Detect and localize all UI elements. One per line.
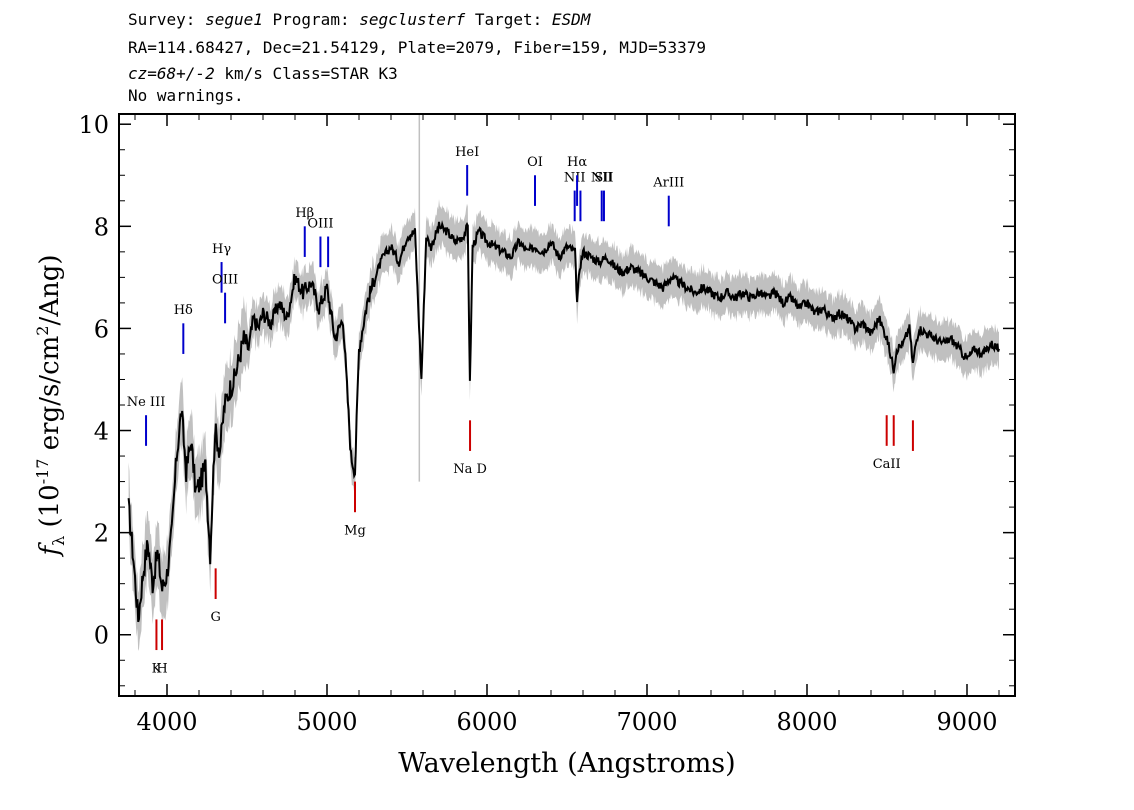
x-tick-label: 6000: [456, 708, 517, 736]
x-tick-label: 5000: [296, 708, 357, 736]
y-label-c: /Ang): [35, 254, 65, 325]
line-marker-label: Hα: [567, 155, 587, 170]
line-marker-label: Hγ: [212, 242, 231, 257]
y-tick-label: 8: [94, 213, 109, 241]
y-label-b: erg/s/cm: [35, 336, 65, 459]
line-marker-label: G: [210, 610, 220, 625]
header-line-1: Survey: segue1 Program: segclusterf Targ…: [128, 11, 590, 29]
x-tick-label: 9000: [936, 708, 997, 736]
flux-line: [127, 220, 1000, 623]
y-tick-label: 10: [78, 111, 109, 139]
plot-frame: [118, 113, 1016, 697]
y-axis-label: fλ (10-17 erg/s/cm2/Ang): [33, 254, 68, 557]
line-marker-label: NII: [564, 170, 586, 185]
line-marker-label: Mg: [344, 523, 366, 538]
x-tick-label: 7000: [616, 708, 677, 736]
y-tick-label: 0: [94, 622, 109, 650]
line-marker-label: OIII: [307, 216, 333, 231]
survey-value: segue1: [205, 10, 263, 29]
x-tick-label: 4000: [136, 708, 197, 736]
error-band-area: [128, 199, 1000, 651]
target-label: Target:: [474, 10, 543, 29]
y-label-exp: -17: [33, 459, 52, 485]
line-marker-label: HeI: [455, 145, 479, 160]
axis-ticks: 4000 5000 6000 7000 8000 9000 0 2 4 6 8 10: [78, 111, 1015, 736]
line-marker-label: Hβ: [295, 206, 314, 221]
line-marker-label: Hδ: [174, 303, 193, 318]
y-tick-label: 6: [94, 315, 109, 343]
program-value: segclusterf: [359, 10, 466, 29]
program-label: Program:: [272, 10, 350, 29]
line-marker-label: OIII: [212, 273, 238, 288]
y-tick-label: 2: [94, 520, 109, 548]
line-marker-label: ArIII: [652, 176, 684, 191]
line-marker-label: K: [152, 661, 162, 676]
line-marker-label: NII: [591, 170, 613, 185]
cz-rest: km/s Class=STAR K3: [214, 64, 398, 83]
y-tick-label: 4: [94, 418, 109, 446]
header-line-4: No warnings.: [128, 86, 244, 105]
header-line-2: RA=114.68427, Dec=21.54129, Plate=2079, …: [128, 38, 706, 57]
x-tick-label: 8000: [776, 708, 837, 736]
line-marker-label: OI: [527, 155, 543, 170]
y-label-a: (10: [35, 484, 65, 536]
line-marker-label: Ne III: [127, 395, 166, 410]
line-marker-label: SII: [594, 170, 613, 185]
header-line-3: cz=68+/-2 km/s Class=STAR K3: [128, 65, 398, 83]
line-marker-label: H: [156, 661, 167, 676]
y-label-sub: λ: [49, 536, 68, 546]
line-marker-label: CaII: [873, 457, 901, 472]
y-label-exp2: 2: [33, 326, 52, 336]
flux-series: [127, 220, 1000, 623]
line-marker-label: Na D: [453, 462, 487, 477]
survey-label: Survey:: [128, 10, 196, 29]
target-value: ESDM: [551, 10, 591, 29]
cz-value: cz=68+/-2: [128, 64, 215, 83]
error-band: [128, 114, 1000, 651]
x-axis-label: Wavelength (Angstroms): [398, 748, 735, 779]
